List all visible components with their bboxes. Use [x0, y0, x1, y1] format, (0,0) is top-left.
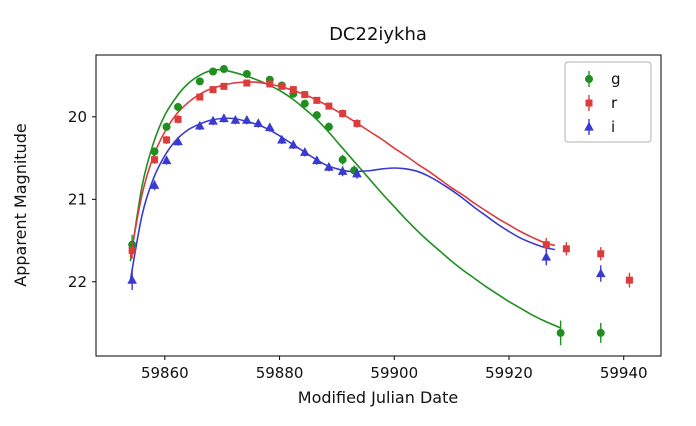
chart-title: DC22iykha — [329, 24, 427, 45]
data-point-marker — [562, 245, 570, 253]
data-point-marker — [289, 86, 297, 94]
data-point-marker — [162, 122, 171, 131]
data-point-marker — [625, 276, 633, 284]
data-point-marker — [313, 96, 321, 104]
data-point-marker — [163, 136, 171, 144]
x-tick-label: 59920 — [485, 364, 533, 382]
data-point-marker — [266, 80, 274, 88]
plot-frame — [95, 54, 662, 357]
data-point-marker — [595, 268, 606, 278]
data-point-marker — [219, 113, 229, 123]
x-tick-label: 59860 — [141, 364, 189, 382]
legend-box — [564, 61, 652, 143]
legend-item-i: i — [584, 118, 615, 136]
data-point-marker — [161, 155, 172, 165]
data-point-marker — [173, 136, 183, 146]
y-axis: 20 21 22 — [68, 108, 96, 291]
data-point-marker — [174, 115, 182, 123]
data-point-marker — [324, 122, 333, 131]
legend-label-g: g — [611, 70, 621, 88]
data-point-marker — [149, 180, 160, 189]
data-point-marker — [339, 110, 347, 118]
series-i — [127, 113, 606, 291]
data-point-marker — [596, 328, 605, 337]
series-g — [128, 65, 605, 346]
data-point-marker — [220, 82, 228, 90]
y-tick-label: 22 — [68, 273, 87, 291]
data-point-marker — [288, 139, 299, 149]
data-point-marker — [353, 119, 361, 127]
y-tick-label: 21 — [68, 190, 87, 208]
data-point-marker — [208, 115, 218, 125]
data-point-marker — [324, 161, 334, 171]
data-point-marker — [265, 122, 275, 132]
legend-label-r: r — [611, 94, 618, 112]
data-point-marker — [243, 79, 251, 87]
series-r — [128, 79, 633, 288]
data-point-marker — [209, 86, 217, 94]
y-tick-label: 20 — [68, 108, 87, 126]
data-point-marker — [127, 274, 137, 284]
data-point-marker — [128, 246, 136, 254]
data-point-marker — [337, 166, 348, 175]
data-point-marker — [230, 114, 241, 124]
data-point-marker — [299, 147, 310, 156]
data-point-marker — [585, 99, 593, 107]
data-point-marker — [585, 75, 593, 83]
y-axis-label: Apparent Magnitude — [11, 123, 30, 286]
data-point-marker — [556, 328, 565, 337]
data-point-marker — [301, 91, 309, 99]
data-points-layer — [127, 65, 633, 346]
data-point-marker — [195, 120, 205, 130]
legend-item-g: g — [585, 70, 621, 88]
data-point-marker — [338, 155, 347, 164]
x-tick-label: 59900 — [370, 364, 418, 382]
data-point-marker — [242, 69, 251, 78]
data-point-marker — [542, 241, 550, 249]
legend: gri — [564, 61, 652, 143]
data-point-marker — [242, 114, 252, 124]
data-point-marker — [325, 102, 333, 110]
data-point-marker — [278, 82, 286, 90]
data-point-marker — [219, 65, 228, 74]
data-point-marker — [541, 251, 552, 261]
legend-label-i: i — [611, 118, 615, 136]
data-point-marker — [584, 121, 594, 131]
data-point-marker — [209, 67, 218, 76]
data-point-marker — [151, 156, 159, 164]
fit-line-g — [129, 68, 561, 329]
x-tick-label: 59880 — [256, 364, 304, 382]
x-axis-label: Modified Julian Date — [298, 388, 458, 407]
x-tick-label: 59940 — [600, 364, 648, 382]
data-point-marker — [150, 147, 159, 156]
data-point-marker — [174, 102, 183, 111]
data-point-marker — [253, 118, 264, 128]
data-point-marker — [196, 93, 204, 101]
legend-item-r: r — [585, 94, 618, 112]
data-point-marker — [277, 134, 287, 144]
data-point-marker — [597, 250, 605, 258]
data-point-marker — [312, 111, 321, 120]
data-point-marker — [195, 77, 204, 86]
data-point-marker — [352, 168, 362, 178]
data-point-marker — [312, 155, 322, 165]
data-point-marker — [300, 99, 309, 108]
x-axis: 59860 59880 59900 59920 59940 — [141, 356, 648, 382]
